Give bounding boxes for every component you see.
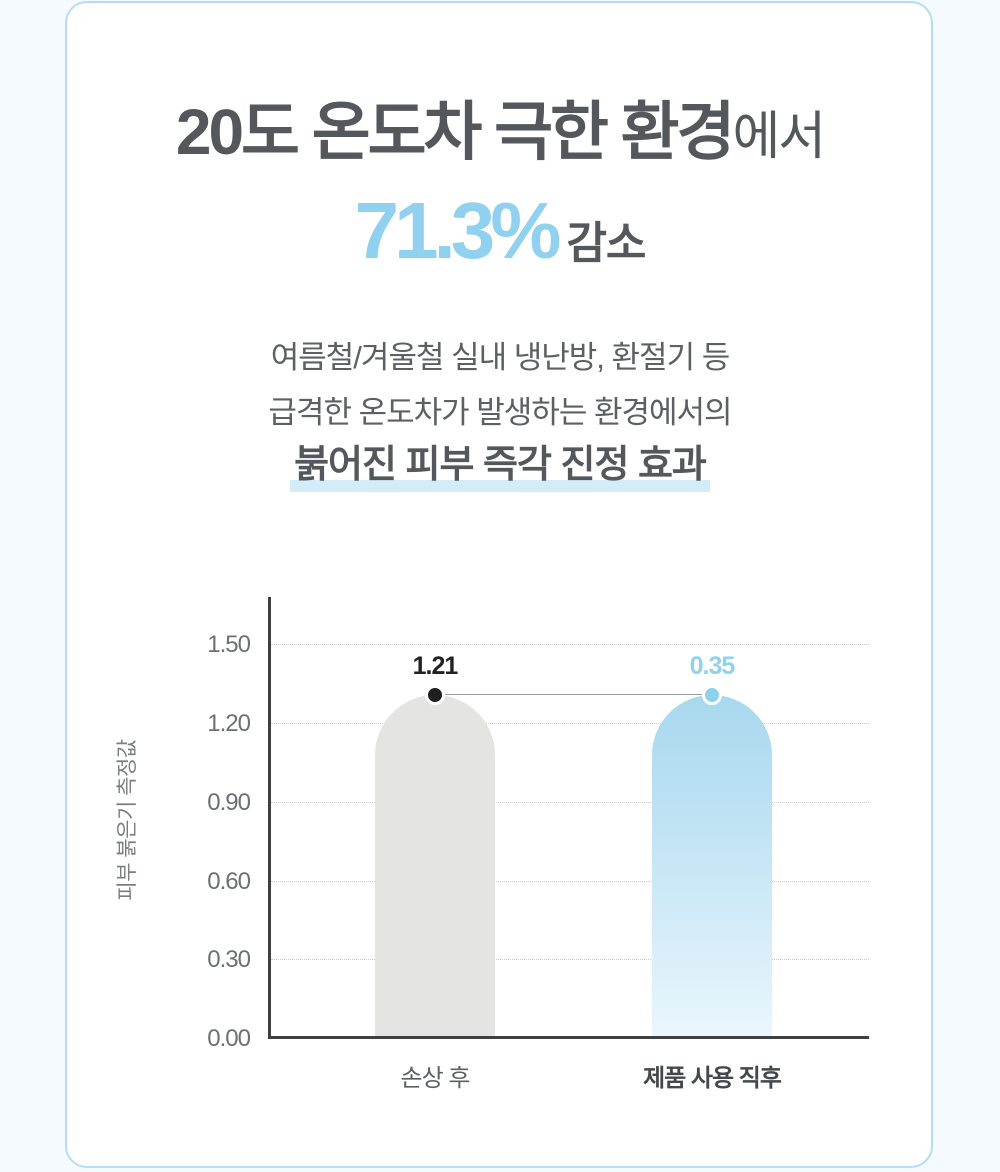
category-label-before: 손상 후: [400, 1065, 471, 1092]
content-card: [65, 1, 933, 1168]
description-line-2: 급격한 온도차가 발생하는 환경에서의: [268, 395, 732, 430]
y-axis: [268, 597, 271, 1039]
category-label-after: 제품 사용 직후: [643, 1065, 782, 1092]
connector-line: [435, 694, 712, 695]
y-tick: 1.50: [207, 631, 251, 658]
stat-line: 71.3% 감소: [0, 186, 1000, 299]
y-tick: 1.20: [207, 710, 251, 737]
headline: 20도 온도차 극한 환경에서: [0, 92, 1000, 177]
stat-label: 감소: [566, 219, 646, 268]
y-tick: 0.90: [207, 789, 251, 816]
headline-bold: 20도 온도차 극한 환경: [175, 96, 736, 168]
gridline-1-20: [271, 723, 869, 724]
y-axis-title: 피부 붉은기 측정값: [116, 739, 139, 901]
gridline-0-60: [271, 881, 869, 882]
gridline-0-30: [271, 959, 869, 960]
headline-light: 에서: [732, 108, 826, 166]
y-tick: 0.60: [207, 868, 251, 895]
gridline-1-50: [271, 644, 869, 645]
gridline-0-90: [271, 802, 869, 803]
x-axis: [268, 1036, 869, 1039]
emphasis-label: 붉어진 피부 즉각 진정 효과: [294, 444, 707, 486]
emphasis-wrap: 붉어진 피부 즉각 진정 효과: [0, 438, 1000, 492]
bar-after: [652, 695, 772, 1037]
marker-before: [425, 685, 445, 705]
y-tick: 0.00: [207, 1025, 251, 1052]
y-tick: 0.30: [207, 946, 251, 973]
highlight-underline: [290, 480, 710, 492]
marker-after: [702, 685, 722, 705]
value-label-before: 1.21: [412, 652, 459, 680]
value-label-after: 0.35: [689, 652, 736, 680]
description-line-1: 여름철/겨울철 실내 냉난방, 환절기 등: [270, 340, 730, 375]
emphasis-text: 붉어진 피부 즉각 진정 효과: [290, 438, 710, 492]
stat-value: 71.3%: [354, 186, 562, 275]
bar-before: [375, 695, 495, 1037]
